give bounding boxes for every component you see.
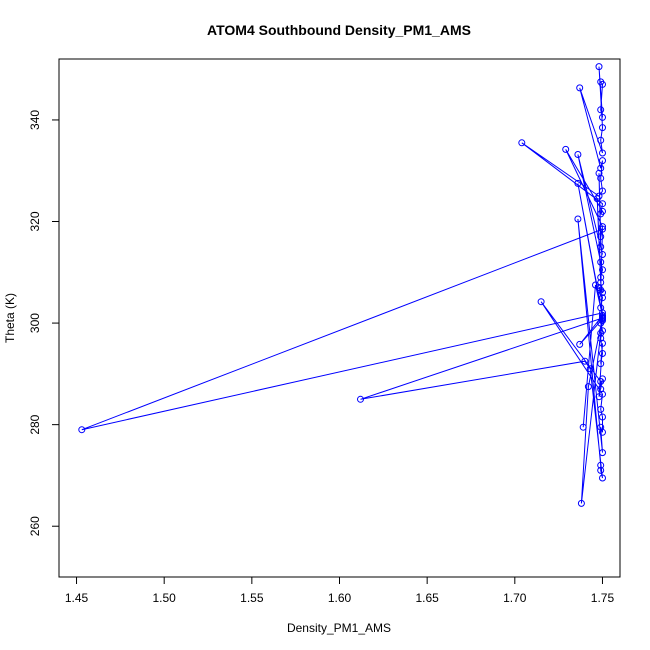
data-point — [599, 312, 606, 319]
data-point — [595, 63, 603, 71]
data-point — [579, 423, 587, 431]
data-point — [597, 360, 605, 368]
x-tick-label: 1.50 — [153, 591, 177, 605]
data-point — [597, 258, 605, 266]
data-point — [592, 281, 599, 289]
series-path — [81, 66, 604, 504]
data-point — [595, 169, 603, 177]
x-tick-label: 1.65 — [415, 591, 439, 605]
data-point — [599, 339, 606, 347]
data-point — [597, 106, 605, 114]
data-point — [597, 423, 605, 431]
data-point — [597, 329, 605, 337]
data-point — [599, 157, 606, 165]
data-point — [574, 215, 582, 223]
series-points — [78, 63, 606, 507]
data-point — [599, 187, 606, 195]
x-tick-label: 1.60 — [328, 591, 352, 605]
data-point — [599, 251, 606, 258]
data-point — [584, 383, 592, 391]
data-point — [599, 294, 606, 302]
data-point — [576, 84, 584, 92]
y-tick-label: 280 — [28, 414, 42, 434]
x-tick-label: 1.55 — [240, 591, 264, 605]
data-point — [597, 243, 605, 251]
data-point — [537, 298, 545, 306]
x-axis: 1.45 1.50 1.55 1.60 1.65 1.70 1.75 — [65, 576, 615, 605]
data-point — [599, 474, 606, 482]
chart-title: ATOM4 Southbound Density_PM1_AMS — [207, 22, 471, 38]
data-point — [599, 80, 606, 88]
data-point — [518, 139, 526, 147]
data-point — [597, 378, 605, 385]
data-point — [577, 499, 585, 507]
data-point — [599, 413, 606, 421]
data-point — [599, 350, 606, 357]
y-tick-label: 260 — [28, 516, 42, 536]
y-tick-label: 340 — [28, 110, 42, 130]
data-point — [599, 223, 606, 231]
data-point — [574, 179, 582, 187]
data-point — [357, 395, 364, 403]
data-point — [562, 145, 570, 153]
data-point — [599, 449, 606, 457]
data-point — [586, 365, 594, 373]
data-point — [597, 461, 605, 469]
data-point — [597, 174, 605, 182]
data-point — [599, 124, 606, 132]
data-point — [599, 207, 606, 215]
y-axis: 260 280 300 320 340 — [28, 110, 60, 536]
x-tick-label: 1.70 — [503, 591, 527, 605]
data-point — [597, 405, 605, 413]
data-point — [78, 426, 86, 434]
series-line — [81, 66, 604, 504]
data-point — [599, 315, 606, 323]
data-point — [599, 200, 606, 208]
x-axis-label: Density_PM1_AMS — [287, 621, 391, 635]
y-tick-label: 320 — [28, 211, 42, 231]
data-point — [597, 136, 605, 144]
y-tick-label: 300 — [28, 313, 42, 333]
data-point — [597, 286, 605, 294]
data-point — [599, 113, 606, 121]
data-point — [599, 266, 606, 274]
data-point — [597, 233, 605, 241]
data-point — [597, 466, 605, 474]
data-point — [599, 390, 606, 398]
data-point — [581, 357, 589, 365]
y-axis-label: Theta (K) — [3, 293, 17, 343]
x-tick-label: 1.45 — [65, 591, 89, 605]
data-point — [599, 225, 606, 233]
data-point — [574, 151, 582, 158]
plot-frame — [58, 58, 621, 578]
x-tick-label: 1.75 — [591, 591, 615, 605]
data-point — [593, 195, 601, 203]
data-point — [597, 273, 605, 281]
data-point — [576, 340, 584, 348]
data-point — [599, 149, 606, 157]
